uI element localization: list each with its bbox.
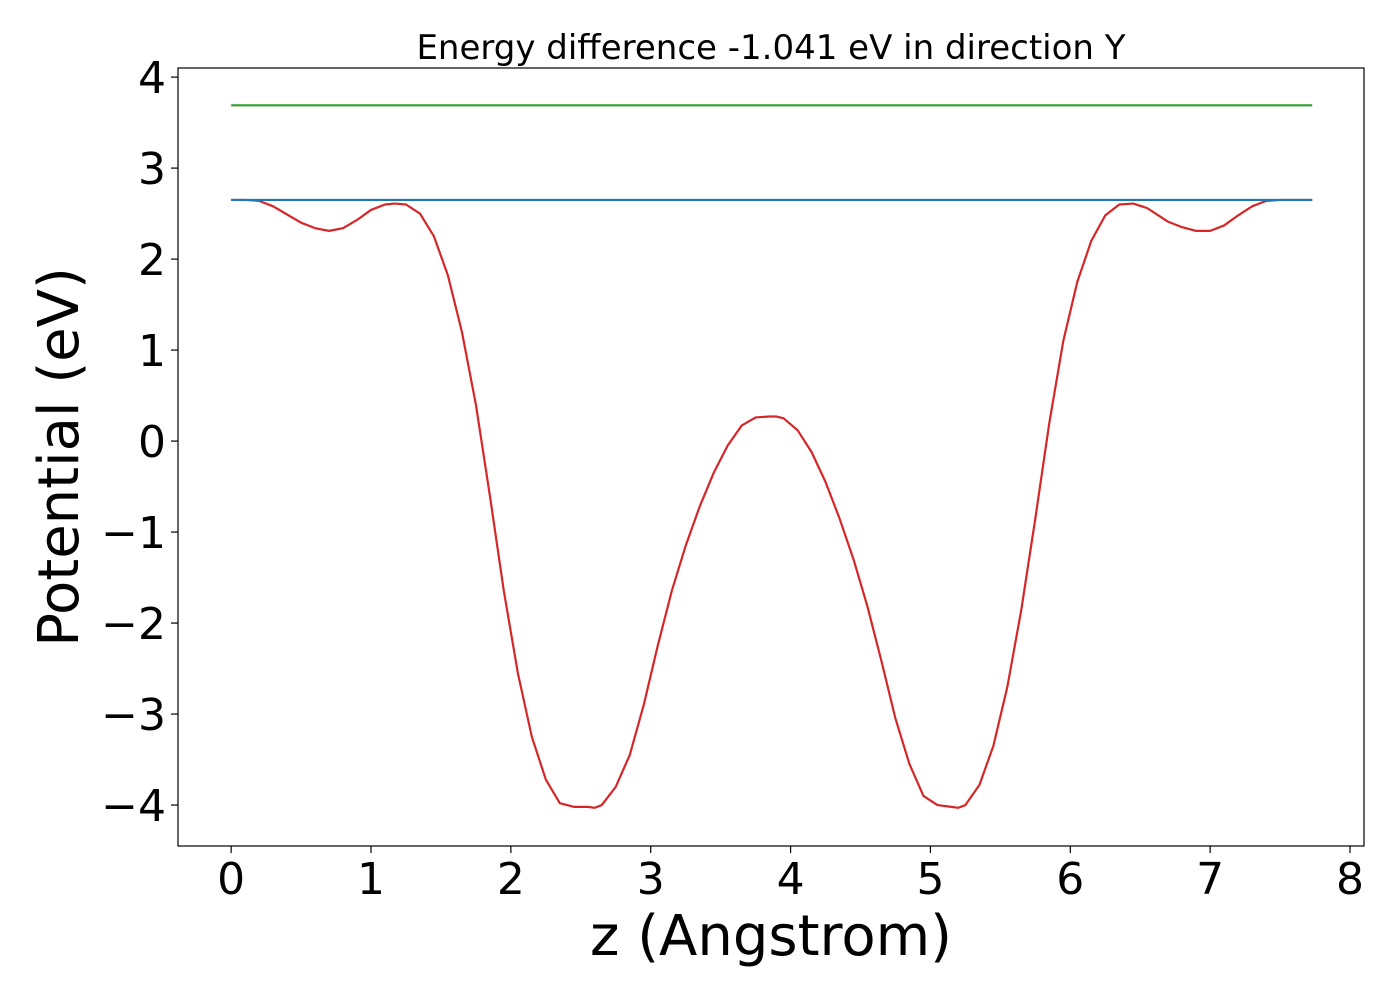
series-layer	[231, 104, 1313, 809]
chart-title: Energy difference -1.041 eV in direction…	[416, 28, 1125, 68]
x-tick-label: 5	[916, 854, 944, 905]
y-axis-ticks: −4 −3 −2 −1 0 1 2 3 4	[101, 53, 178, 832]
y-tick-label: −3	[101, 690, 166, 741]
plot-frame	[177, 67, 1365, 847]
x-tick-label: 3	[637, 854, 665, 905]
y-tick-label: 4	[138, 53, 166, 104]
x-tick-label: 6	[1056, 854, 1084, 905]
x-axis-label: z (Angstrom)	[590, 904, 952, 969]
series-line-1	[231, 198, 1313, 809]
x-axis-ticks: 0 1 2 3 4 5 6 7 8	[217, 846, 1364, 905]
y-tick-label: −2	[101, 599, 166, 650]
x-tick-label: 7	[1196, 854, 1224, 905]
y-tick-label: 2	[138, 235, 166, 286]
x-tick-label: 4	[777, 854, 805, 905]
y-tick-label: −1	[101, 508, 166, 559]
y-tick-label: 0	[138, 417, 166, 468]
x-tick-label: 0	[217, 854, 245, 905]
x-tick-label: 2	[497, 854, 525, 905]
y-tick-label: −4	[101, 781, 166, 832]
y-axis-label: Potential (eV)	[27, 267, 92, 647]
y-tick-label: 1	[138, 326, 166, 377]
y-tick-label: 3	[138, 144, 166, 195]
x-tick-label: 8	[1336, 854, 1364, 905]
x-tick-label: 1	[357, 854, 385, 905]
